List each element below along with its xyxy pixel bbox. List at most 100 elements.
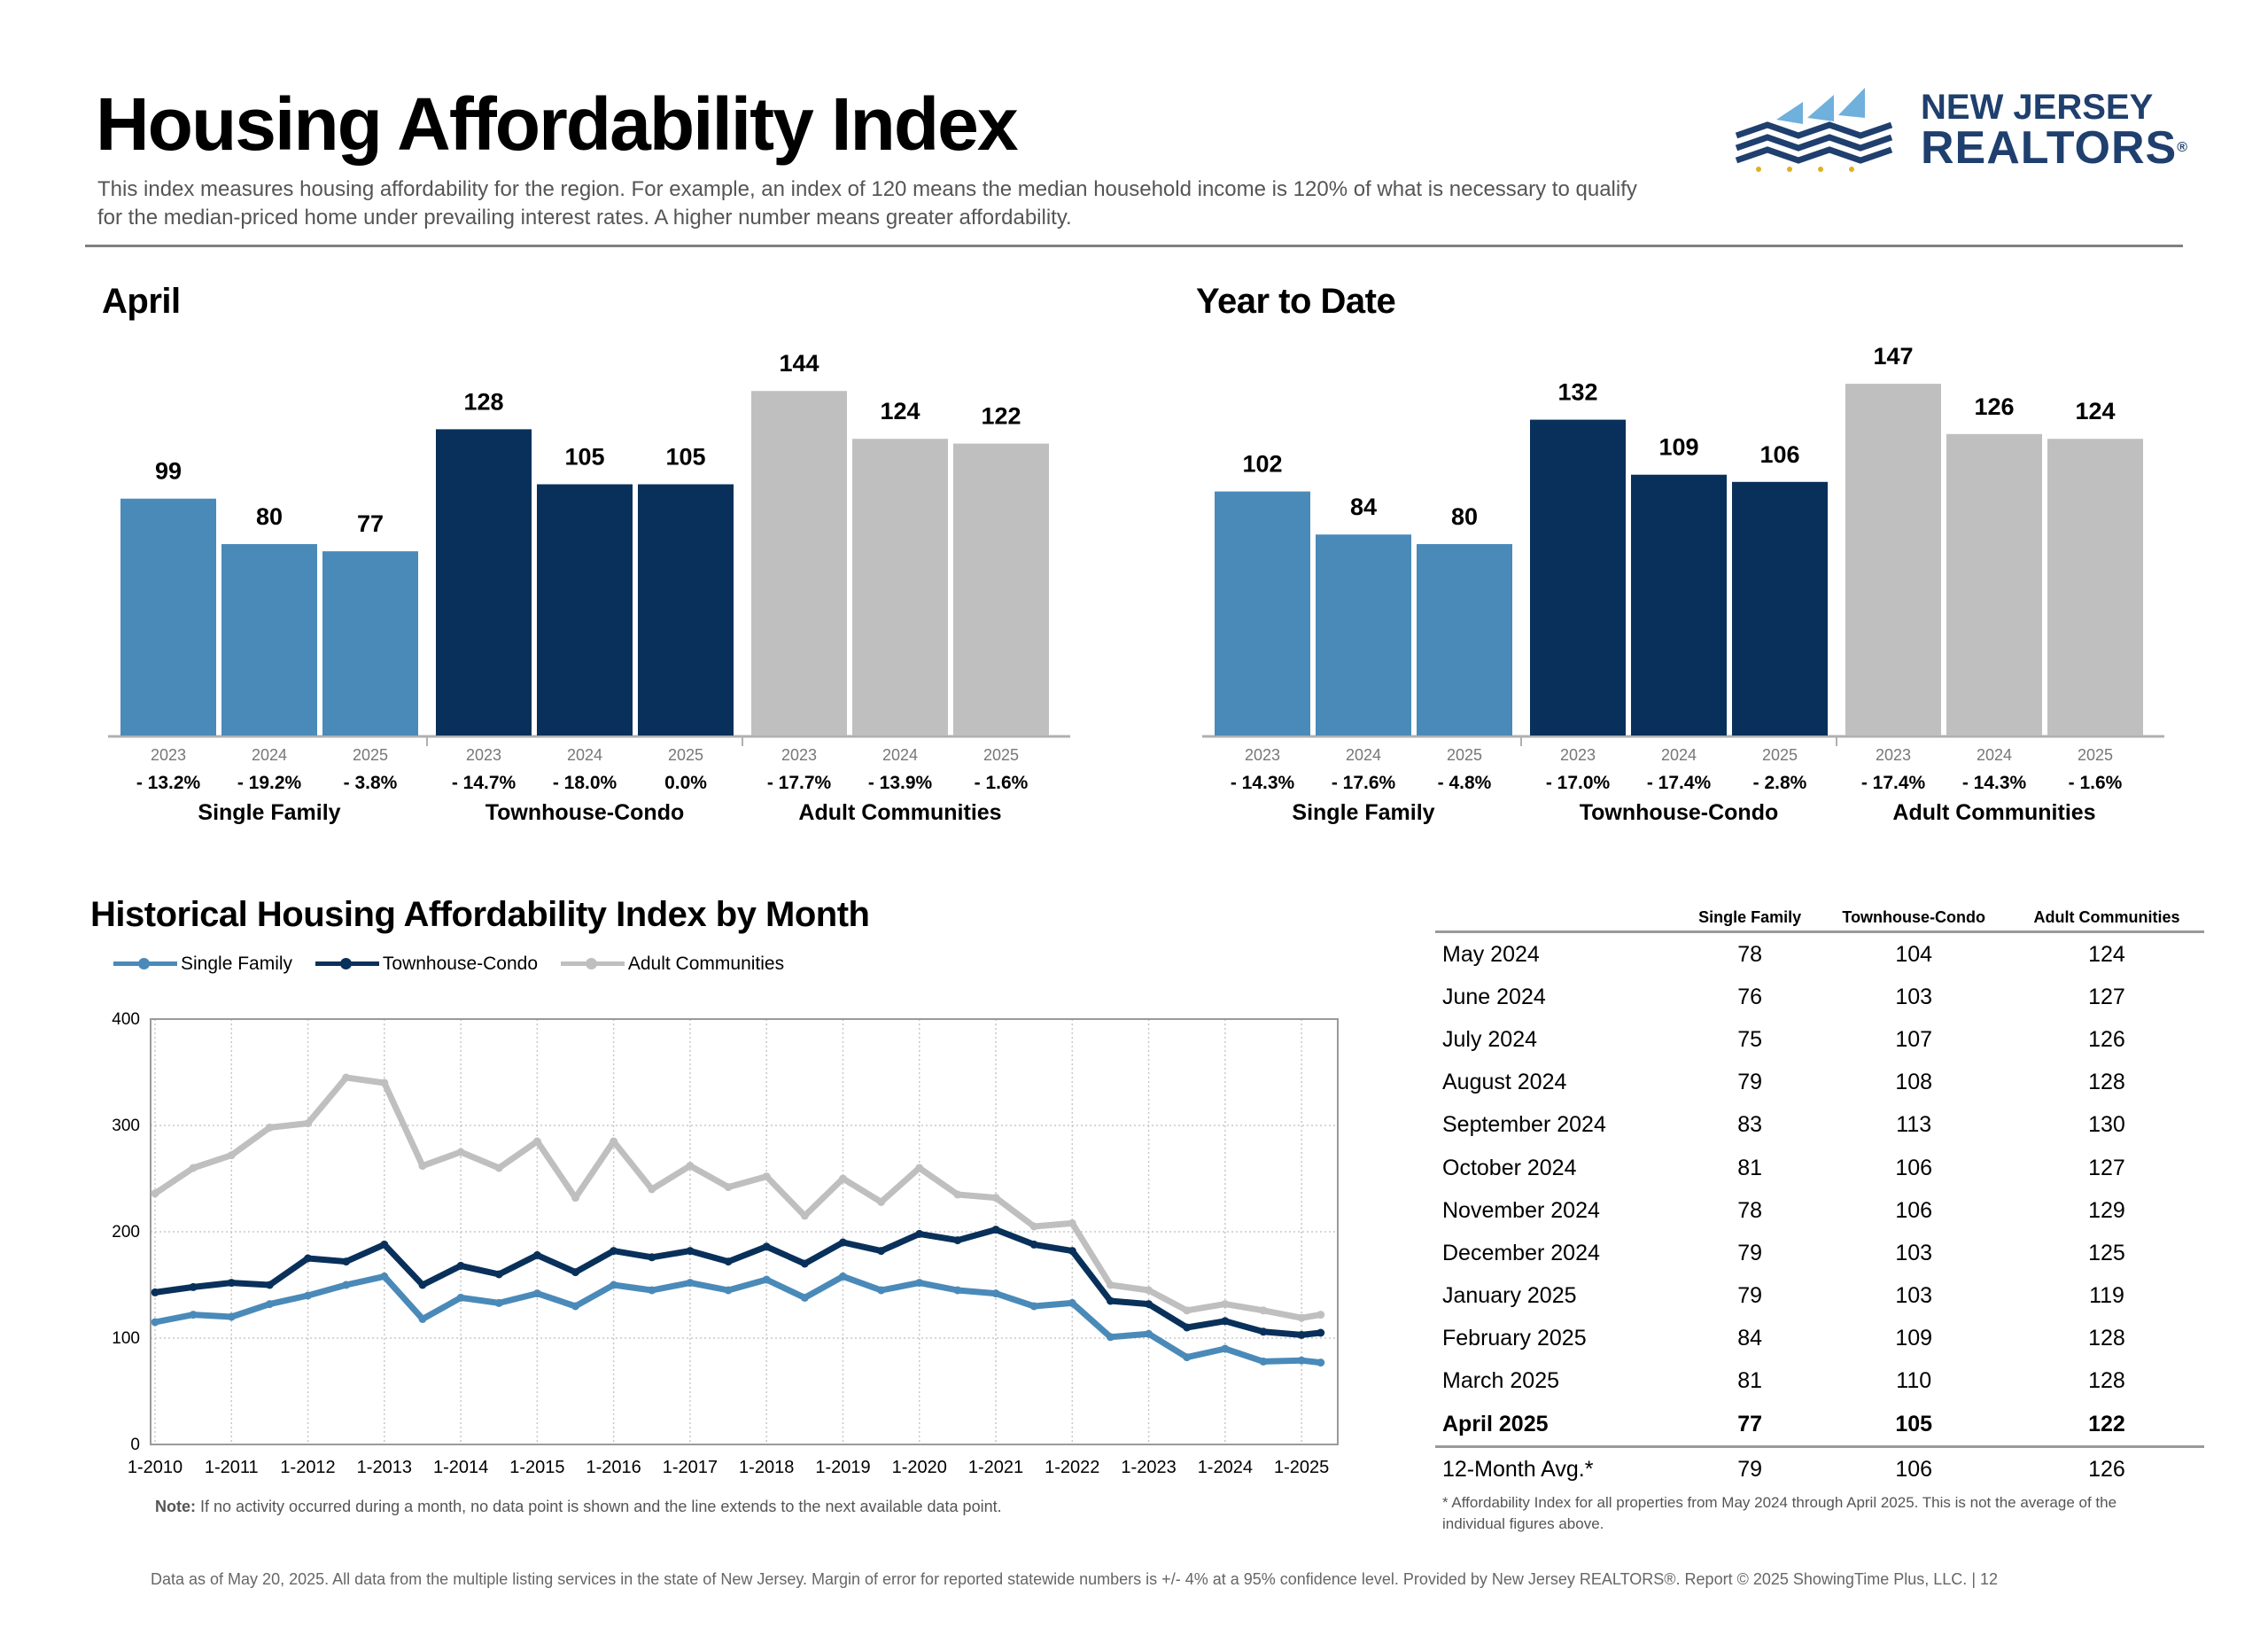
- series-point: [189, 1311, 198, 1320]
- intro-text: This index measures housing affordabilit…: [97, 177, 1637, 230]
- row-value: 79: [1737, 1240, 1763, 1265]
- table-row: 12-Month Avg.* 79 106 126: [1435, 1447, 2204, 1491]
- bar-group-label: Adult Communities: [1892, 800, 2095, 825]
- bar: [1631, 474, 1727, 736]
- row-label: February 2025: [1442, 1326, 1587, 1351]
- bar-value-label: 132: [1557, 379, 1597, 406]
- footer: Data as of May 20, 2025. All data from t…: [151, 1570, 1999, 1588]
- series-point: [151, 1189, 159, 1198]
- monthly-table: Single Family Townhouse-Condo Adult Comm…: [1435, 904, 2204, 1491]
- table-footnote: * Affordability Index for all properties…: [1442, 1494, 2117, 1532]
- series-point: [1297, 1330, 1306, 1339]
- series-point: [456, 1148, 465, 1156]
- bar-value-label: 80: [256, 503, 283, 530]
- legend-townhouse-condo: Townhouse-Condo: [315, 954, 538, 975]
- row-label: August 2024: [1442, 1070, 1567, 1095]
- series-point: [1221, 1344, 1230, 1353]
- x-tick-label: 1-2016: [586, 1458, 641, 1477]
- row-value: 76: [1737, 984, 1763, 1009]
- series-point: [991, 1194, 1000, 1203]
- row-value: 81: [1737, 1155, 1763, 1180]
- row-value: 124: [2088, 941, 2125, 967]
- series-line: [153, 1074, 1322, 1321]
- bar-change-label: - 19.2%: [237, 773, 302, 793]
- series-point: [915, 1229, 924, 1238]
- bar-value-label: 102: [1242, 451, 1282, 478]
- series-point: [456, 1261, 465, 1270]
- row-label: 12-Month Avg.*: [1442, 1456, 1594, 1482]
- series-point: [494, 1164, 503, 1172]
- ytd-bar-chart: 102 2023 - 14.3% 84 2024 - 17.6% 80 2025 - 4.8%S…: [1202, 343, 2164, 825]
- series-point: [991, 1226, 1000, 1234]
- series-point: [532, 1250, 541, 1259]
- series-point: [838, 1174, 847, 1183]
- bar-group-label: Adult Communities: [798, 800, 1001, 825]
- series-line: [154, 1273, 1322, 1366]
- series-point: [227, 1312, 236, 1321]
- bar-value-label: 84: [1350, 494, 1377, 520]
- bar-value-label: 105: [665, 444, 705, 471]
- table-corner: [1435, 904, 1682, 933]
- series-point: [915, 1279, 924, 1288]
- series-point: [1317, 1328, 1325, 1337]
- bar-change-label: - 17.0%: [1546, 773, 1611, 793]
- bar-value-label: 109: [1658, 434, 1698, 461]
- legend-single-family: Single Family: [113, 954, 292, 975]
- historical-title: Historical Housing Affordability Index b…: [90, 895, 870, 934]
- row-value: 84: [1737, 1326, 1763, 1351]
- row-value: 79: [1737, 1456, 1763, 1482]
- bar-year-label: 2025: [1762, 746, 1798, 764]
- row-value: 129: [2088, 1197, 2125, 1223]
- bar-year-label: 2025: [983, 746, 1019, 764]
- bar-change-label: - 14.3%: [1231, 773, 1295, 793]
- series-point: [800, 1211, 809, 1220]
- series-point: [1183, 1323, 1192, 1332]
- row-value: 79: [1737, 1283, 1763, 1309]
- series-point: [1106, 1281, 1115, 1289]
- bar-value-label: 124: [880, 398, 920, 424]
- series-point: [1297, 1356, 1306, 1365]
- row-value: 106: [1895, 1197, 1933, 1223]
- series-point: [762, 1275, 771, 1284]
- row-value: 109: [1895, 1326, 1933, 1351]
- series-point: [342, 1073, 351, 1082]
- bar-year-label: 2024: [1346, 746, 1381, 764]
- bar: [2047, 439, 2143, 736]
- bar-value-label: 77: [357, 510, 384, 537]
- series-point: [265, 1123, 274, 1132]
- series-point: [838, 1238, 847, 1247]
- row-value: 81: [1737, 1368, 1763, 1394]
- bar: [1946, 433, 2042, 736]
- series-point: [838, 1272, 847, 1281]
- row-value: 77: [1681, 1403, 1819, 1449]
- series-point: [724, 1257, 733, 1266]
- row-value: 78: [1737, 941, 1763, 967]
- bar-year-label: 2023: [1560, 746, 1596, 764]
- series-line: [154, 1226, 1322, 1338]
- series-point: [686, 1279, 695, 1288]
- row-value: 126: [2088, 1026, 2125, 1052]
- x-tick-label: 1-2019: [815, 1458, 870, 1477]
- series-point: [915, 1164, 924, 1172]
- series-point: [1068, 1247, 1076, 1256]
- bar-group-label: Single Family: [198, 800, 340, 825]
- bar-change-label: - 3.8%: [344, 773, 398, 793]
- row-value: 107: [1895, 1026, 1933, 1052]
- historical-line-chart: 400 300 200 100 0 1-2010 1-2011 1-2012 1-2013 1-2…: [112, 1010, 1339, 1477]
- bar-group-label: Townhouse-Condo: [485, 800, 685, 825]
- series-point: [877, 1286, 886, 1295]
- bar: [1530, 419, 1626, 736]
- bar-year-label: 2025: [2078, 746, 2113, 764]
- bar: [537, 484, 633, 736]
- row-value: 128: [2088, 1368, 2125, 1394]
- table-row: September 2024 83 113 130: [1435, 1104, 2204, 1147]
- x-tick-label: 1-2017: [663, 1458, 718, 1477]
- plot-frame: [150, 1018, 1339, 1445]
- series-point: [151, 1318, 159, 1327]
- bar-year-label: 2023: [466, 746, 501, 764]
- bar: [1417, 544, 1512, 736]
- series-point: [1317, 1311, 1325, 1320]
- series-point: [1106, 1333, 1115, 1342]
- x-tick-label: 1-2011: [205, 1458, 259, 1477]
- series-point: [227, 1279, 236, 1288]
